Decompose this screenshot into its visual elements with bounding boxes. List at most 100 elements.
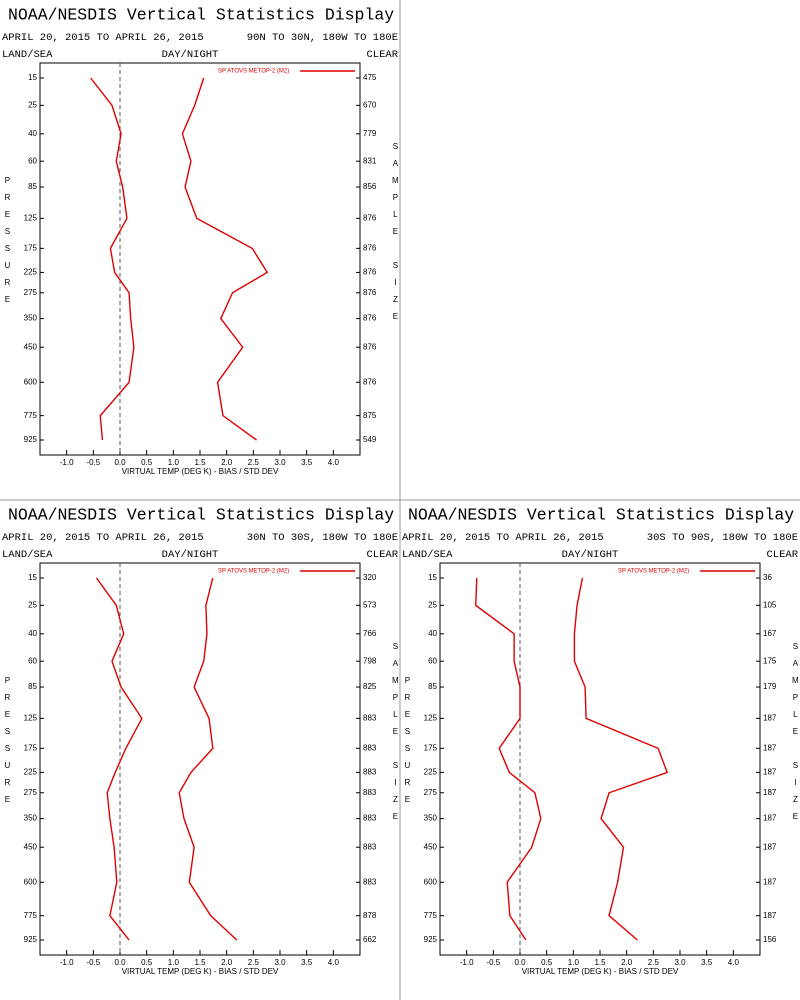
y2-axis-label: SAMPLE SIZE xyxy=(791,642,800,829)
level-label: 175 xyxy=(424,743,438,752)
sample-size: 831 xyxy=(363,156,377,165)
sample-size: 156 xyxy=(763,935,777,944)
level-label: 350 xyxy=(24,814,38,823)
sky-label: CLEAR xyxy=(366,49,398,61)
x-tick-label: 0.5 xyxy=(141,458,153,467)
level-label: 40 xyxy=(428,629,437,638)
sample-size: 187 xyxy=(763,842,777,851)
sample-size: 475 xyxy=(363,73,377,82)
panel-title: NOAA/NESDIS Vertical Statistics Display xyxy=(8,505,394,524)
x-tick-label: 1.0 xyxy=(168,458,180,467)
level-label: 775 xyxy=(24,411,38,420)
x-tick-label: 2.0 xyxy=(621,958,633,967)
level-label: 350 xyxy=(24,314,38,323)
sample-size: 883 xyxy=(363,714,377,723)
level-label: 450 xyxy=(24,842,38,851)
panel-title: NOAA/NESDIS Vertical Statistics Display xyxy=(8,5,394,24)
y-axis-label: PRESSURE xyxy=(3,176,12,312)
x-tick-label: -1.0 xyxy=(60,458,74,467)
level-label: 175 xyxy=(24,243,38,252)
panel-title: NOAA/NESDIS Vertical Statistics Display xyxy=(408,505,794,524)
sample-size: 878 xyxy=(363,911,377,920)
x-tick-label: 2.5 xyxy=(248,458,260,467)
sample-size: 883 xyxy=(363,842,377,851)
level-label: 225 xyxy=(24,768,38,777)
bias-line xyxy=(475,577,542,941)
level-label: 925 xyxy=(24,935,38,944)
y2-axis-label: SAMPLE SIZE xyxy=(391,142,400,329)
sample-size: 167 xyxy=(763,629,777,638)
legend-label: SP ATOVS METOP-2 (M2) xyxy=(218,569,289,575)
sample-size: 187 xyxy=(763,911,777,920)
x-tick-label: 1.5 xyxy=(594,958,606,967)
surface-label: LAND/SEA xyxy=(402,549,453,561)
level-label: 125 xyxy=(24,714,38,723)
level-label: 225 xyxy=(424,768,438,777)
legend-label: SP ATOVS METOP-2 (M2) xyxy=(618,569,689,575)
level-label: 40 xyxy=(28,129,37,138)
sample-size: 883 xyxy=(363,768,377,777)
x-tick-label: 3.5 xyxy=(301,458,313,467)
x-tick-label: 4.0 xyxy=(728,958,740,967)
x-tick-label: 0.0 xyxy=(514,958,526,967)
level-label: 25 xyxy=(28,600,37,609)
x-tick-label: 0.5 xyxy=(541,958,553,967)
x-tick-label: 4.0 xyxy=(328,458,340,467)
level-label: 925 xyxy=(424,935,438,944)
x-tick-label: 0.5 xyxy=(141,958,153,967)
level-label: 125 xyxy=(424,714,438,723)
level-label: 275 xyxy=(24,288,38,297)
x-tick-label: 3.0 xyxy=(674,958,686,967)
sample-size: 876 xyxy=(363,342,377,351)
x-axis-label: VIRTUAL TEMP (DEG K) - BIAS / STD DEV xyxy=(522,967,679,976)
sample-size: 320 xyxy=(363,573,377,582)
time-label: DAY/NIGHT xyxy=(162,49,219,61)
level-label: 60 xyxy=(28,656,37,665)
x-tick-label: 3.0 xyxy=(274,458,286,467)
x-tick-label: 2.0 xyxy=(221,458,233,467)
x-tick-label: -0.5 xyxy=(486,958,500,967)
sample-size: 179 xyxy=(763,682,777,691)
x-tick-label: 2.0 xyxy=(221,958,233,967)
sample-size: 549 xyxy=(363,435,377,444)
level-label: 350 xyxy=(424,814,438,823)
x-tick-label: 2.5 xyxy=(648,958,660,967)
level-label: 15 xyxy=(28,573,37,582)
surface-label: LAND/SEA xyxy=(2,49,53,61)
sky-label: CLEAR xyxy=(366,549,398,561)
sample-size: 883 xyxy=(363,743,377,752)
x-tick-label: 1.0 xyxy=(168,958,180,967)
sample-size: 187 xyxy=(763,714,777,723)
std-dev-line xyxy=(573,577,669,941)
level-label: 600 xyxy=(24,877,38,886)
level-label: 15 xyxy=(28,73,37,82)
y-axis-label: PRESSURE xyxy=(3,676,12,812)
level-label: 225 xyxy=(24,268,38,277)
sample-size: 187 xyxy=(763,814,777,823)
sample-size: 798 xyxy=(363,656,377,665)
date-range: APRIL 20, 2015 TO APRIL 26, 2015 xyxy=(402,532,604,544)
sample-size: 825 xyxy=(363,682,377,691)
sample-size: 187 xyxy=(763,788,777,797)
level-label: 25 xyxy=(428,600,437,609)
sample-size: 662 xyxy=(363,935,377,944)
sky-label: CLEAR xyxy=(766,549,798,561)
region: 30N TO 30S, 180W TO 180E xyxy=(247,532,398,544)
level-label: 125 xyxy=(24,214,38,223)
level-label: 175 xyxy=(24,743,38,752)
sample-size: 187 xyxy=(763,743,777,752)
x-tick-label: 3.0 xyxy=(274,958,286,967)
bias-line xyxy=(90,77,135,441)
sample-size: 875 xyxy=(363,411,377,420)
sample-size: 105 xyxy=(763,600,777,609)
date-range: APRIL 20, 2015 TO APRIL 26, 2015 xyxy=(2,32,204,44)
region: 90N TO 30N, 180W TO 180E xyxy=(247,32,398,44)
level-label: 600 xyxy=(424,877,438,886)
std-dev-line xyxy=(181,77,269,441)
level-label: 85 xyxy=(28,182,37,191)
level-label: 775 xyxy=(424,911,438,920)
y2-axis-label: SAMPLE SIZE xyxy=(391,642,400,829)
x-tick-label: 1.5 xyxy=(194,458,206,467)
sample-size: 175 xyxy=(763,656,777,665)
